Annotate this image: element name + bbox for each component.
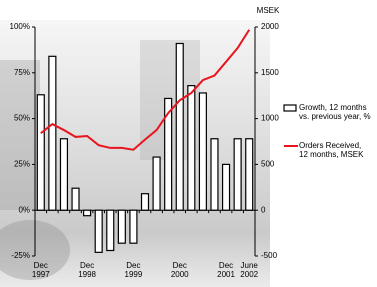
- chart-page: MSEK -25% 0% 25% 50% 75% 100% -500 0 500 1000 1500…: [0, 0, 377, 287]
- x-tick-label: Dec 2000: [165, 261, 195, 279]
- y-tick-label: 50%: [14, 114, 30, 123]
- bar: [95, 210, 102, 252]
- y2-tick-label: 0: [261, 205, 266, 214]
- y2-axis-title: MSEK: [257, 6, 280, 15]
- legend-label: Orders Received, 12 months, MSEK: [299, 141, 369, 159]
- bar: [130, 210, 137, 243]
- y-tick-label: -25%: [11, 251, 30, 260]
- bar: [72, 188, 79, 210]
- background-photo-detail: [0, 60, 40, 210]
- legend-label: Growth, 12 months vs. previous year, %: [299, 103, 377, 121]
- y2-tick-label: 1500: [261, 68, 279, 77]
- y2-tick-label: -500: [261, 251, 278, 260]
- x-tick-label: June 2002: [234, 261, 264, 279]
- bar: [188, 86, 195, 211]
- bar: [223, 164, 230, 210]
- y2-tick-label: 2000: [261, 22, 279, 31]
- x-tick-label: Dec 1998: [72, 261, 102, 279]
- bar: [176, 43, 183, 210]
- y-tick-label: 100%: [10, 22, 30, 31]
- bar: [153, 157, 160, 210]
- bar: [107, 210, 114, 250]
- x-tick-label: Dec 1997: [26, 261, 56, 279]
- y-tick-label: 25%: [14, 160, 30, 169]
- bar: [234, 139, 241, 210]
- y2-tick-label: 500: [261, 160, 275, 169]
- bar: [37, 95, 44, 210]
- bar: [246, 139, 253, 210]
- bar: [60, 139, 67, 210]
- bar: [199, 93, 206, 210]
- y-tick-label: 75%: [14, 68, 30, 77]
- bar: [118, 210, 125, 243]
- bar: [211, 139, 218, 210]
- x-tick-label: Dec 1999: [118, 261, 148, 279]
- y-tick-label: 0%: [18, 205, 30, 214]
- y2-tick-label: 1000: [261, 114, 279, 123]
- bar: [142, 194, 149, 210]
- legend-swatch: [284, 105, 296, 111]
- bar: [49, 56, 56, 210]
- bar: [84, 210, 91, 215]
